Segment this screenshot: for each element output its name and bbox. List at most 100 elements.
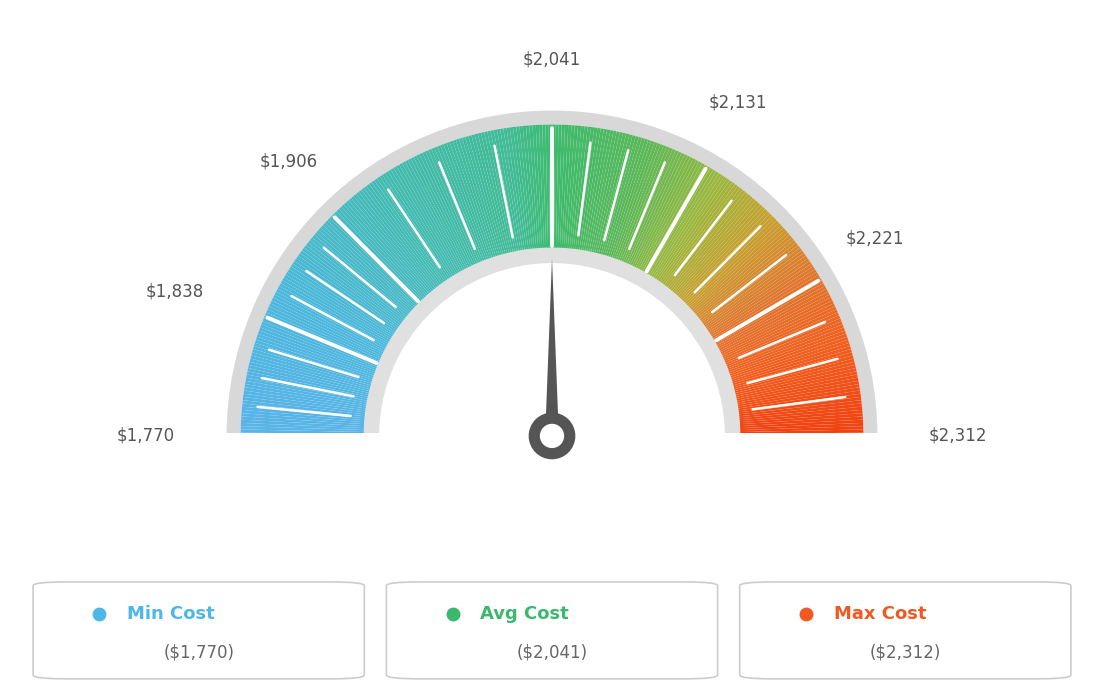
Wedge shape: [411, 157, 469, 270]
Wedge shape: [693, 233, 789, 315]
Wedge shape: [656, 177, 728, 282]
Wedge shape: [637, 159, 697, 270]
Wedge shape: [735, 371, 857, 399]
Wedge shape: [654, 175, 724, 280]
Wedge shape: [272, 297, 384, 355]
Wedge shape: [728, 331, 846, 375]
Wedge shape: [346, 200, 429, 296]
Wedge shape: [615, 143, 660, 261]
Wedge shape: [732, 349, 852, 386]
Text: ($2,312): ($2,312): [870, 644, 941, 662]
Wedge shape: [552, 125, 555, 249]
Wedge shape: [725, 322, 842, 369]
Wedge shape: [628, 152, 681, 266]
Wedge shape: [646, 166, 711, 275]
Wedge shape: [739, 420, 863, 428]
Wedge shape: [736, 384, 860, 406]
Wedge shape: [707, 261, 811, 333]
Wedge shape: [687, 220, 779, 308]
Wedge shape: [361, 188, 439, 288]
Wedge shape: [661, 184, 737, 286]
Wedge shape: [703, 253, 806, 328]
Wedge shape: [714, 280, 824, 344]
Wedge shape: [287, 269, 394, 337]
Wedge shape: [369, 182, 444, 285]
Wedge shape: [487, 130, 516, 253]
Wedge shape: [252, 352, 372, 388]
Wedge shape: [255, 339, 374, 380]
Wedge shape: [286, 272, 393, 339]
Wedge shape: [545, 125, 550, 249]
Wedge shape: [513, 127, 531, 250]
Wedge shape: [322, 223, 416, 310]
Wedge shape: [720, 300, 834, 357]
Wedge shape: [318, 228, 413, 313]
Wedge shape: [620, 146, 670, 263]
Wedge shape: [614, 142, 658, 260]
Wedge shape: [704, 255, 808, 329]
Wedge shape: [471, 135, 506, 255]
Wedge shape: [243, 397, 367, 415]
Text: ($2,041): ($2,041): [517, 644, 587, 662]
Wedge shape: [722, 306, 837, 360]
Wedge shape: [682, 213, 772, 304]
Wedge shape: [379, 263, 725, 436]
Wedge shape: [329, 216, 420, 305]
Wedge shape: [248, 365, 370, 395]
Wedge shape: [241, 429, 365, 434]
Wedge shape: [325, 220, 417, 308]
Wedge shape: [617, 144, 664, 262]
Wedge shape: [391, 168, 457, 276]
Wedge shape: [529, 125, 540, 250]
Wedge shape: [564, 125, 575, 250]
Wedge shape: [672, 198, 755, 295]
Wedge shape: [716, 289, 828, 349]
Wedge shape: [279, 283, 390, 346]
Wedge shape: [728, 327, 845, 373]
Wedge shape: [737, 406, 862, 420]
Wedge shape: [252, 349, 372, 386]
Wedge shape: [337, 209, 424, 301]
Wedge shape: [573, 127, 591, 250]
Wedge shape: [664, 186, 741, 287]
Wedge shape: [353, 194, 434, 292]
Wedge shape: [283, 277, 391, 342]
Text: $2,041: $2,041: [523, 50, 581, 68]
Wedge shape: [729, 337, 848, 378]
Wedge shape: [712, 275, 820, 341]
Wedge shape: [293, 261, 397, 333]
Wedge shape: [690, 225, 784, 311]
Wedge shape: [270, 300, 384, 357]
Wedge shape: [302, 248, 403, 324]
FancyBboxPatch shape: [740, 582, 1071, 679]
Wedge shape: [739, 410, 862, 422]
Wedge shape: [256, 337, 375, 378]
Wedge shape: [241, 433, 365, 436]
Wedge shape: [248, 362, 371, 393]
FancyBboxPatch shape: [386, 582, 718, 679]
Wedge shape: [700, 245, 800, 323]
Wedge shape: [517, 126, 532, 250]
Circle shape: [540, 424, 564, 448]
Wedge shape: [558, 125, 565, 249]
Wedge shape: [388, 170, 455, 277]
Wedge shape: [726, 324, 843, 371]
Wedge shape: [244, 391, 368, 411]
Wedge shape: [440, 144, 487, 262]
Wedge shape: [444, 143, 489, 261]
Wedge shape: [596, 134, 629, 255]
Wedge shape: [725, 318, 841, 367]
Wedge shape: [316, 230, 412, 314]
Wedge shape: [306, 242, 405, 322]
Wedge shape: [657, 179, 730, 282]
Wedge shape: [634, 155, 690, 268]
Wedge shape: [242, 400, 367, 416]
Wedge shape: [320, 225, 414, 311]
Wedge shape: [679, 207, 765, 299]
Wedge shape: [539, 125, 546, 249]
Wedge shape: [580, 128, 601, 251]
Wedge shape: [585, 130, 611, 253]
Wedge shape: [606, 138, 645, 257]
Wedge shape: [688, 223, 782, 310]
Wedge shape: [719, 295, 831, 353]
